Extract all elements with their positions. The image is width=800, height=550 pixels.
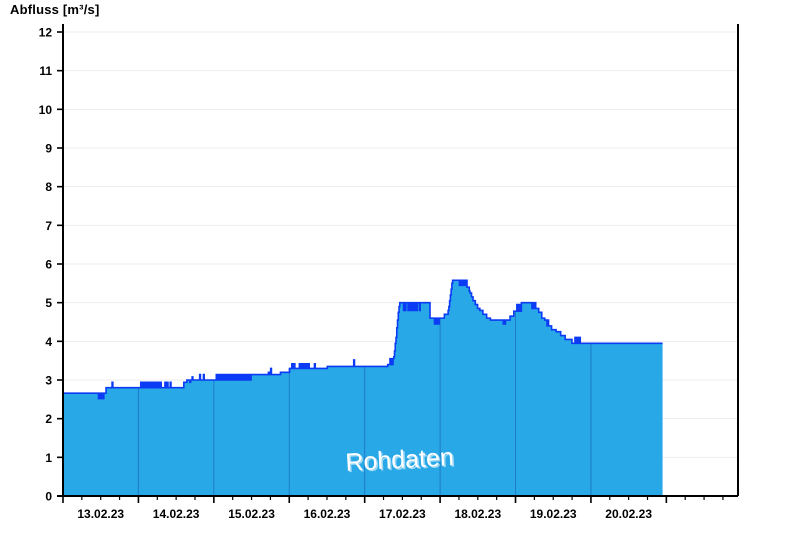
x-axis-tick-label: 20.02.23 — [605, 507, 652, 521]
x-axis-tick-label: 19.02.23 — [530, 507, 577, 521]
x-axis-tick-label: 14.02.23 — [153, 507, 200, 521]
y-axis-tick-label: 2 — [45, 412, 52, 426]
y-axis-tick-label: 3 — [45, 374, 52, 388]
x-axis-tick-label: 17.02.23 — [379, 507, 426, 521]
y-axis-tick-label: 0 — [45, 490, 52, 504]
x-axis-tick-label: 15.02.23 — [228, 507, 275, 521]
x-axis-tick-label: 18.02.23 — [454, 507, 501, 521]
chart-title: Abfluss [m³/s] — [10, 2, 100, 17]
y-axis-tick-label: 10 — [39, 103, 53, 117]
day-separator-lines-group — [137, 311, 592, 496]
y-axis-tick-label: 6 — [45, 258, 52, 272]
discharge-area-fill — [63, 280, 663, 496]
y-axis-tick-label: 4 — [45, 335, 52, 349]
watermark-label: Rohdaten — [345, 443, 455, 477]
y-axis-tick-label: 9 — [45, 142, 52, 156]
y-axis-tick-label: 12 — [39, 26, 53, 40]
y-axis-tick-label: 11 — [39, 64, 52, 78]
x-axis-ticks-group — [62, 496, 724, 503]
y-axis-tick-label: 5 — [45, 296, 52, 310]
x-axis-labels-group: 13.02.23 14.02.23 15.02.23 16.02.23 17.02.23… — [77, 507, 652, 521]
y-axis-tick-label: 1 — [45, 451, 52, 465]
watermark-shadow: Rohdaten — [346, 445, 456, 479]
y-axis-tick-label: 8 — [45, 180, 52, 194]
discharge-series-line — [63, 279, 663, 400]
x-axis-tick-label: 13.02.23 — [77, 507, 124, 521]
x-axis-tick-label: 16.02.23 — [304, 507, 351, 521]
y-axis-tick-label: 7 — [45, 219, 52, 233]
